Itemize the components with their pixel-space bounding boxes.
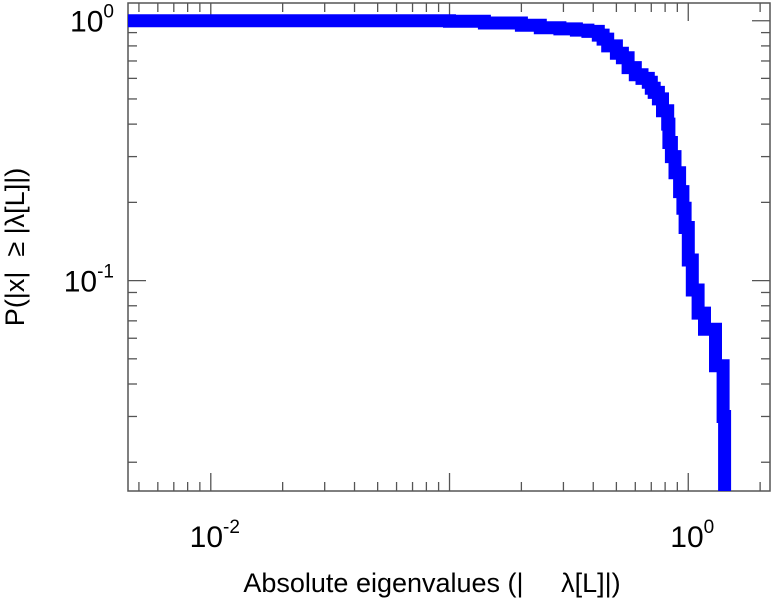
y-tick-label: 100 (70, 2, 114, 39)
plot-frame (127, 2, 771, 492)
x-tick-label: 100 (670, 517, 714, 554)
y-tick-label: 10-1 (64, 262, 114, 299)
x-tick-label: 10-2 (190, 517, 240, 554)
y-axis-label: P(|x| ≥ |λ[L]|) (0, 168, 30, 326)
series-step-line (128, 14, 732, 491)
tick-labels: 10-2 100 100 10-1 (64, 2, 715, 554)
axis-ticks (128, 3, 770, 491)
x-axis-label: Absolute eigenvalues (| λ[L]|) (243, 568, 620, 598)
